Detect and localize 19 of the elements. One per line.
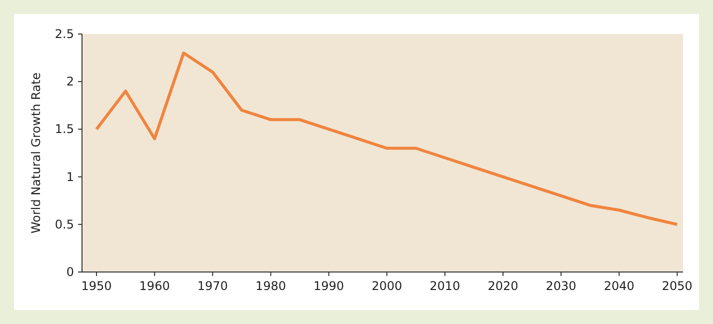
x-tick-label: 1980 <box>255 279 286 293</box>
line-series <box>95 52 679 226</box>
x-tick-label: 2000 <box>372 279 402 293</box>
x-tick-label: 1970 <box>197 279 228 293</box>
x-tick-label: 2020 <box>488 279 518 293</box>
y-axis-title: World Natural Growth Rate <box>29 72 43 234</box>
x-tick-label: 1950 <box>81 279 112 293</box>
x-tick-label: 2030 <box>546 279 576 293</box>
x-tick-label: 2050 <box>662 279 692 293</box>
y-tick-label: 2.5 <box>54 27 74 41</box>
x-tick-label: 2010 <box>430 279 460 293</box>
x-tick-label: 2040 <box>604 279 634 293</box>
x-tick-label: 1960 <box>139 279 170 293</box>
y-tick-label: 0.5 <box>54 217 74 232</box>
y-tick-label: 1.5 <box>54 122 74 136</box>
y-tick-label: 1 <box>66 170 74 184</box>
y-tick-label: 0 <box>66 265 74 279</box>
y-tick-label: 2 <box>66 74 74 89</box>
x-tick-label: 1990 <box>314 279 344 293</box>
